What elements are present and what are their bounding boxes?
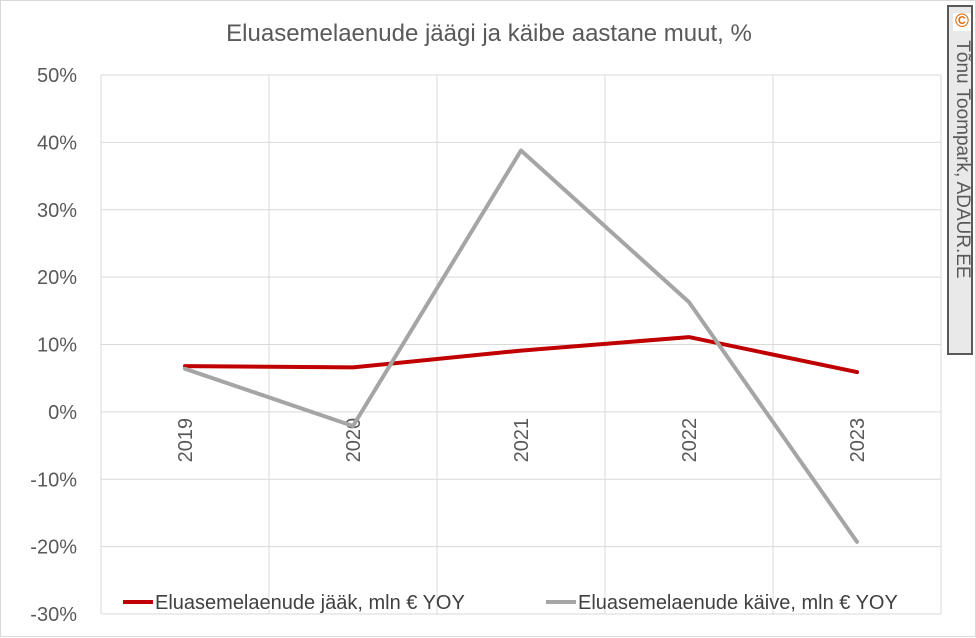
legend: Eluasemelaenude jääk, mln € YOY Eluasemel… — [123, 592, 898, 614]
grid — [100, 74, 942, 615]
y-tick-label: 30% — [37, 200, 77, 222]
legend-label-2: Eluasemelaenude käive, mln € YOY — [578, 592, 898, 614]
x-tick-label: 2021 — [511, 418, 533, 463]
x-tick-label: 2020 — [343, 418, 365, 463]
x-tick-label: 2023 — [847, 418, 869, 463]
x-axis-ticks: 2019 2020 2021 2022 2023 — [175, 418, 869, 463]
watermark-text: Tõnu Toompark, ADAUR.EE — [952, 40, 973, 279]
x-tick-label: 2019 — [175, 418, 197, 463]
y-tick-label: 0% — [48, 402, 77, 424]
y-axis-ticks: -30% -20% -10% 0% 10% 20% 30% 40% 50% — [30, 65, 77, 626]
series-line-2 — [183, 148, 859, 544]
series-lines — [183, 148, 859, 544]
y-tick-label: 10% — [37, 335, 77, 357]
chart-title: Eluasemelaenude jäägi ja käibe aastane m… — [226, 20, 752, 47]
legend-label-1: Eluasemelaenude jääk, mln € YOY — [155, 592, 465, 614]
y-tick-label: -10% — [30, 469, 77, 491]
watermark: © Tõnu Toompark, ADAUR.EE — [947, 5, 973, 355]
y-tick-label: -20% — [30, 537, 77, 559]
series-line-1 — [183, 335, 859, 375]
y-tick-label: -30% — [30, 604, 77, 626]
y-tick-label: 50% — [37, 65, 77, 87]
x-tick-label: 2022 — [679, 418, 701, 463]
y-tick-label: 40% — [37, 132, 77, 154]
copyright-icon: © — [953, 11, 971, 32]
y-tick-label: 20% — [37, 267, 77, 289]
